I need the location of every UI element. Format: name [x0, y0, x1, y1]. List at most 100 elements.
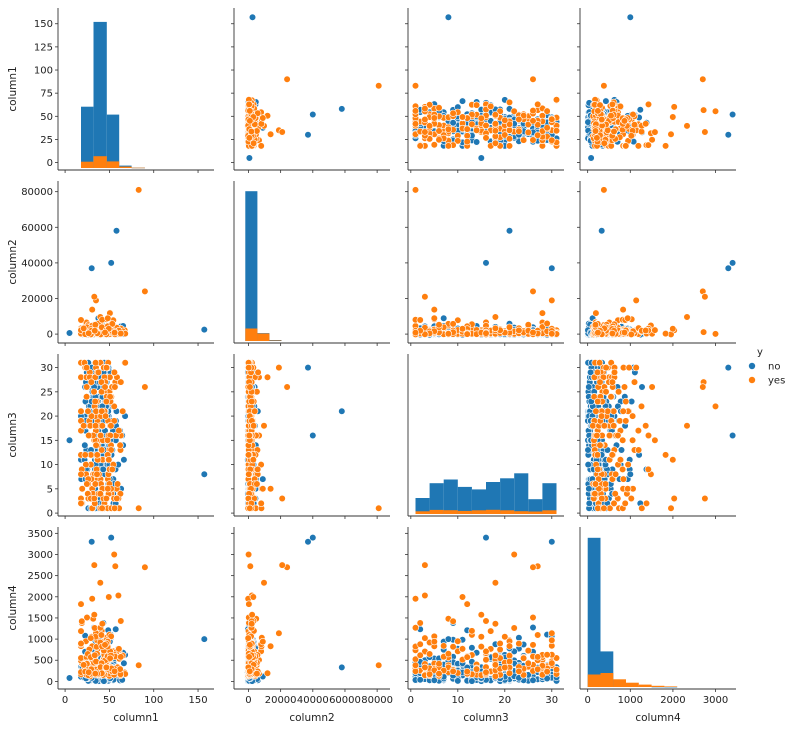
point-yes-425	[80, 422, 88, 430]
point-yes-429	[105, 456, 113, 464]
point-yes-388	[630, 121, 639, 129]
point-yes-396	[661, 142, 670, 150]
point-yes-373	[595, 359, 604, 367]
point-yes-278	[88, 306, 96, 314]
point-yes-275	[454, 137, 462, 145]
point-yes-431	[117, 653, 125, 661]
point-yes-403	[491, 111, 500, 119]
point-yes-432	[529, 328, 537, 337]
point-no-261	[598, 227, 606, 235]
point-yes-415	[251, 407, 259, 415]
point-yes-396	[661, 330, 670, 338]
point-yes-436	[529, 287, 537, 296]
point-no-263	[304, 131, 312, 139]
hist-bar-column1-yes-2	[106, 161, 120, 168]
point-no-264	[482, 259, 490, 267]
point-no-260	[65, 329, 74, 337]
point-yes-437	[701, 128, 709, 136]
hist-bar-column3-no-7	[514, 473, 529, 514]
y-tick-label-column3-5: 25	[40, 387, 53, 398]
point-yes-395	[543, 124, 551, 132]
point-yes-314	[263, 373, 272, 381]
point-no-260	[65, 674, 74, 682]
point-no-262	[444, 13, 453, 21]
point-yes-428	[598, 115, 606, 124]
point-yes-353	[91, 422, 100, 430]
point-yes-272	[619, 475, 628, 483]
point-yes-435	[600, 504, 608, 512]
point-yes-410	[257, 120, 266, 128]
point-yes-421	[622, 417, 630, 425]
point-yes-338	[78, 617, 86, 625]
point-yes-330	[88, 595, 96, 603]
point-yes-426	[534, 131, 542, 139]
point-yes-423	[463, 330, 471, 338]
point-no-258	[584, 446, 592, 454]
point-yes-403	[107, 422, 115, 430]
point-yes-435	[411, 186, 420, 194]
point-yes-314	[538, 309, 547, 317]
point-yes-306	[519, 136, 528, 144]
point-no-258	[100, 677, 108, 685]
point-yes-304	[260, 579, 268, 587]
point-yes-432	[101, 328, 109, 337]
point-no-219	[120, 456, 128, 464]
panel-column1-vs-column4	[577, 8, 737, 173]
point-yes-408	[473, 101, 481, 109]
point-no-260	[587, 154, 595, 162]
point-yes-421	[622, 142, 630, 150]
hist-bar-column3-no-6	[500, 478, 515, 514]
hist-bar-column2-no-0	[245, 191, 258, 341]
point-no-261	[112, 227, 121, 235]
point-yes-430	[91, 327, 99, 335]
panel-column1-vs-column2	[231, 8, 390, 173]
point-yes-395	[254, 368, 262, 377]
y-tick-label-column3-1: 5	[47, 484, 53, 495]
point-yes-395	[543, 319, 551, 328]
point-yes-434	[411, 107, 420, 115]
point-no-219	[458, 97, 467, 105]
point-yes-390	[591, 490, 599, 498]
point-yes-415	[505, 323, 514, 331]
point-yes-431	[608, 100, 617, 108]
point-yes-375	[115, 427, 123, 435]
point-yes-429	[669, 456, 677, 464]
point-yes-402	[444, 330, 453, 338]
point-yes-435	[135, 661, 143, 669]
point-yes-433	[85, 431, 93, 440]
point-yes-433	[482, 329, 490, 337]
x-tick-label-column1-1: 50	[103, 695, 116, 706]
point-yes-414	[608, 451, 616, 459]
point-yes-274	[430, 141, 438, 149]
point-yes-423	[81, 451, 89, 459]
point-no-264	[728, 110, 737, 119]
hist-bar-column1-yes-3	[119, 166, 132, 168]
point-no-264	[107, 533, 115, 542]
point-yes-427	[435, 127, 443, 135]
point-no-263	[88, 264, 96, 272]
point-yes-412	[103, 436, 112, 444]
point-yes-433	[593, 134, 601, 142]
hist-bar-column3-no-5	[486, 482, 501, 514]
point-yes-297	[246, 562, 254, 570]
hist-bar-column3-no-3	[457, 486, 472, 514]
point-yes-379	[505, 135, 514, 143]
point-yes-320	[634, 446, 643, 454]
point-no-141	[440, 314, 448, 322]
point-yes-333	[628, 436, 637, 444]
y-tick-label-column3-0: 0	[47, 509, 53, 520]
point-yes-429	[669, 325, 677, 333]
point-yes-385	[642, 120, 650, 128]
hist-bar-column3-yes-3	[457, 510, 472, 514]
point-yes-405	[449, 109, 457, 117]
point-yes-427	[91, 480, 99, 488]
point-yes-369	[91, 397, 99, 406]
point-yes-436	[141, 383, 149, 391]
point-yes-437	[90, 561, 98, 569]
point-yes-429	[105, 593, 113, 601]
point-yes-402	[444, 125, 453, 133]
point-no-224	[81, 441, 89, 449]
point-yes-375	[115, 645, 123, 653]
point-yes-373	[552, 127, 561, 135]
